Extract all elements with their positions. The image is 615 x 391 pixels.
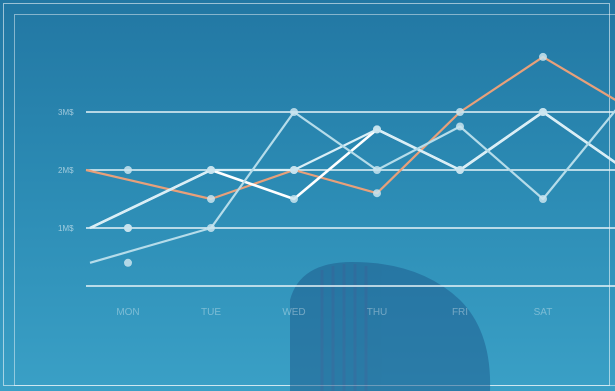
data-point — [539, 108, 547, 116]
series-line-1 — [85, 55, 615, 201]
x-tick-label: TUE — [201, 307, 221, 318]
data-point — [207, 224, 215, 232]
series-lines — [85, 52, 615, 267]
series-line-4 — [89, 109, 615, 264]
data-point — [456, 108, 464, 116]
x-tick-label: MON — [116, 307, 139, 318]
data-point — [456, 166, 464, 174]
data-point — [456, 122, 464, 131]
data-point — [290, 166, 298, 174]
data-point — [290, 195, 298, 203]
data-point — [124, 166, 132, 174]
data-point — [207, 195, 215, 203]
data-point — [207, 166, 215, 174]
gridlines — [86, 111, 615, 287]
y-axis-labels: 1M$ 2M$ 3M$ — [58, 108, 74, 233]
data-point — [124, 224, 132, 232]
x-tick-label: THU — [367, 307, 388, 318]
y-tick-label: 3M$ — [58, 108, 74, 117]
data-point — [124, 258, 132, 267]
x-axis-labels: MON TUE WED THU FRI SAT — [116, 307, 552, 318]
x-tick-label: FRI — [452, 307, 468, 318]
data-point — [373, 125, 381, 134]
data-point — [539, 52, 547, 61]
data-point — [290, 108, 298, 116]
data-point — [373, 189, 381, 198]
y-tick-label: 2M$ — [58, 166, 74, 175]
data-point — [539, 195, 547, 203]
head-silhouette — [290, 262, 491, 391]
data-point — [373, 166, 381, 174]
x-tick-label: SAT — [534, 307, 553, 318]
x-tick-label: WED — [282, 307, 305, 318]
y-tick-label: 1M$ — [58, 224, 74, 233]
